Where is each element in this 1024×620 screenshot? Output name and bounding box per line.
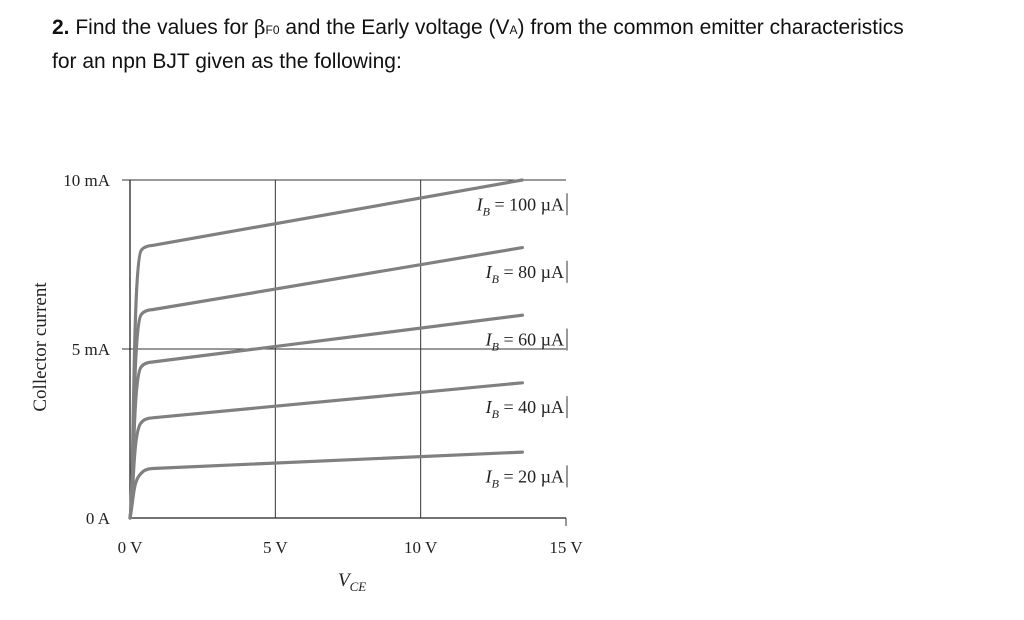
series-label-3: IB = 40 µA — [485, 397, 564, 421]
beta-subscript: F0 — [265, 23, 280, 37]
y-tick-label: 10 mA — [63, 171, 110, 190]
question-text-d: for an npn BJT given as the following: — [52, 50, 402, 73]
series-label-0: IB = 100 µA — [476, 194, 564, 218]
y-axis-label: Collector current — [30, 282, 51, 412]
question-text-a: Find the values for — [75, 16, 249, 39]
question-text: 2. Find the values for βF0 and the Early… — [52, 12, 1012, 77]
series-label-1: IB = 80 µA — [485, 262, 564, 286]
x-axis-label-main: V — [338, 570, 352, 591]
chart-series — [128, 178, 524, 520]
series-label-2: IB = 60 µA — [485, 329, 564, 353]
x-tick-label: 10 V — [404, 538, 438, 557]
x-tick-label: 0 V — [118, 538, 143, 557]
x-axis-label-sub: CE — [350, 579, 367, 594]
series-line-1 — [128, 246, 524, 520]
beta-symbol: β — [253, 15, 266, 39]
question-number: 2. — [52, 16, 70, 39]
x-tick-label: 15 V — [549, 538, 583, 557]
series-label-4: IB = 20 µA — [485, 466, 564, 490]
series-line-3 — [128, 381, 524, 520]
question-text-b: and the Early voltage (V — [285, 16, 510, 39]
chart-labels: 0 V 5 V 10 V 15 V 0 A 5 mA 10 mA IB = 100 µA IB … — [63, 171, 583, 557]
x-tick-label: 5 V — [263, 538, 288, 557]
series-line-4 — [128, 450, 524, 520]
series-line-2 — [128, 313, 524, 520]
question-text-c: ) from the common emitter characteristic… — [517, 16, 904, 39]
va-subscript: A — [509, 23, 518, 37]
y-tick-label: 0 A — [86, 509, 111, 528]
y-tick-label: 5 mA — [72, 340, 111, 359]
x-axis-label: VCE — [338, 570, 366, 594]
